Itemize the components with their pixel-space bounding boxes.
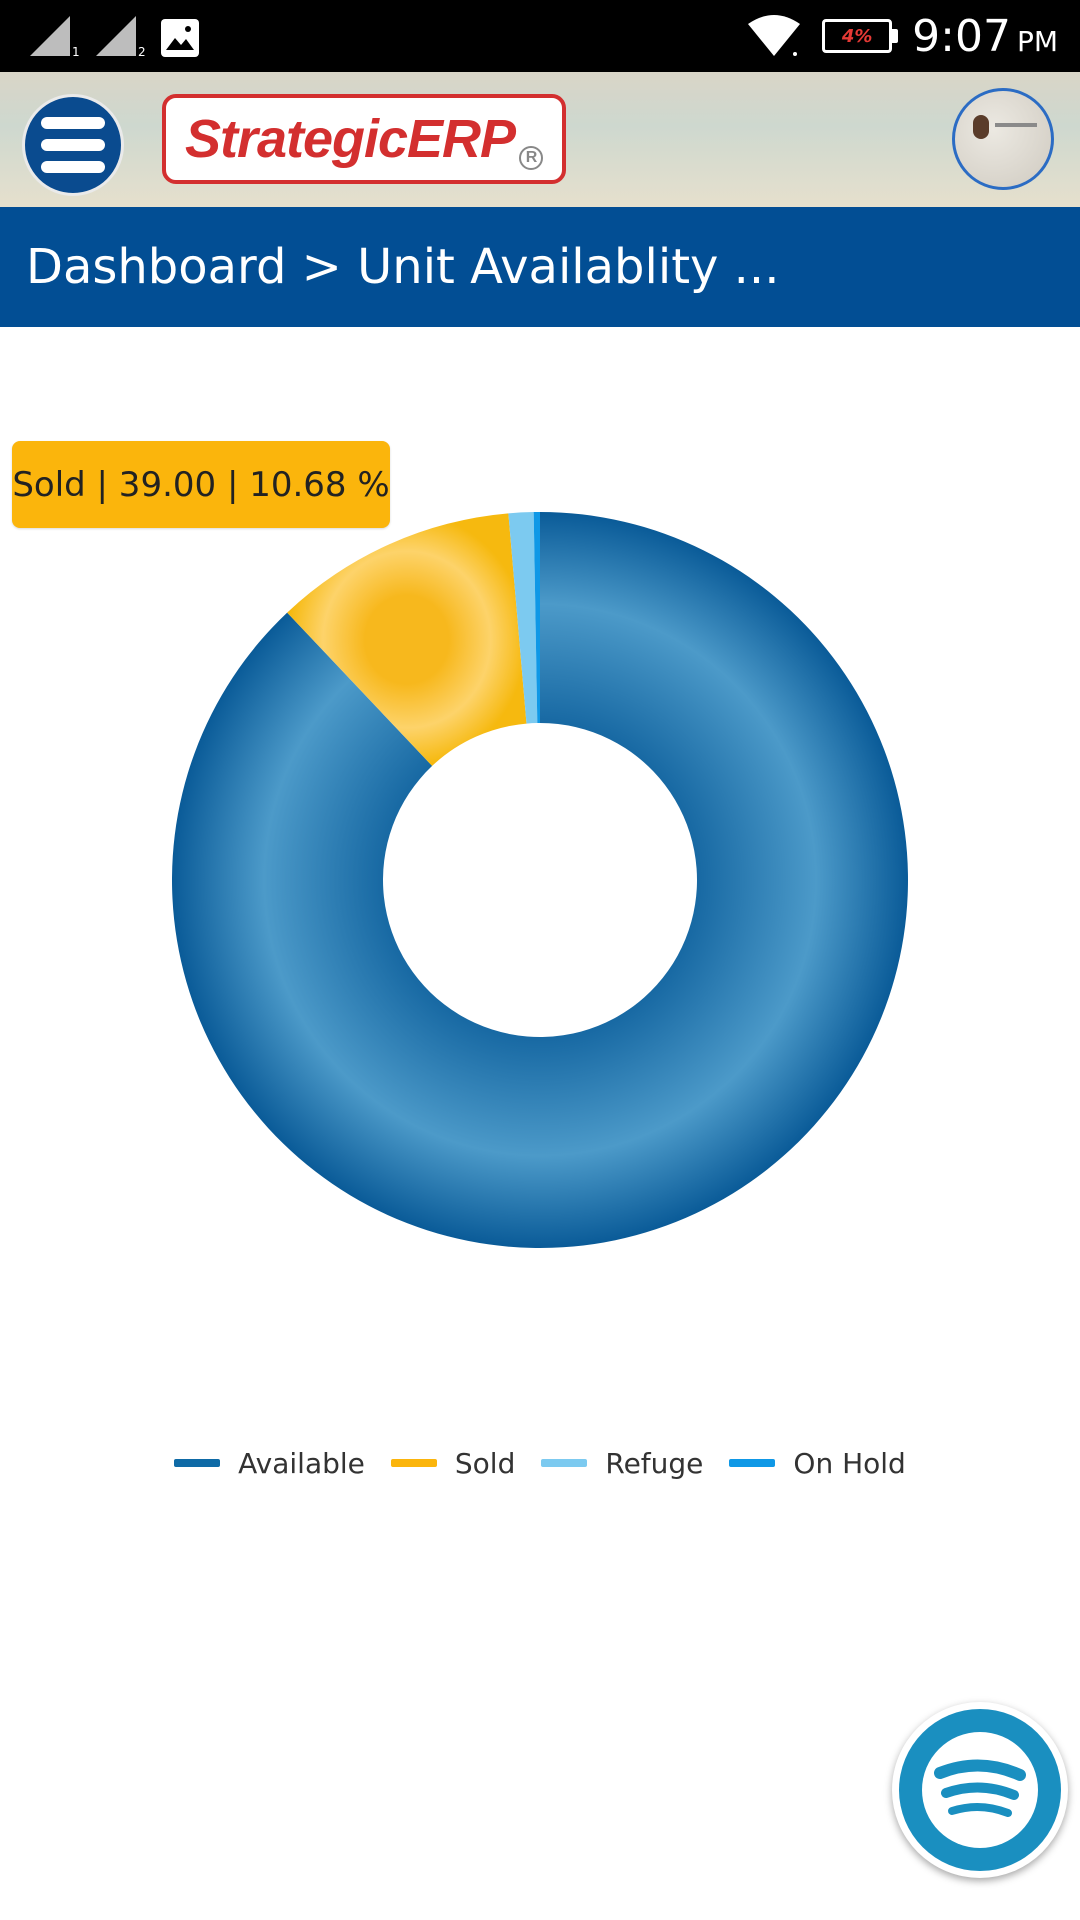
status-left: 1 2 (28, 14, 200, 58)
wifi-icon (748, 15, 801, 56)
donut-slice-available[interactable] (171, 512, 908, 1248)
legend-item-refuge[interactable]: Refuge (541, 1447, 703, 1480)
floating-music-button[interactable] (892, 1702, 1068, 1878)
hamburger-icon (41, 117, 105, 129)
unit-availability-donut-chart[interactable] (170, 510, 910, 1250)
signal-sim2-icon: 2 (96, 16, 146, 58)
legend-label: Available (238, 1446, 365, 1480)
menu-button[interactable] (22, 94, 124, 196)
legend-swatch-refuge (541, 1459, 588, 1467)
donut-slice-sold[interactable] (287, 513, 527, 766)
gallery-icon (161, 19, 199, 57)
page-title: Dashboard > Unit Availablity ... (26, 239, 780, 295)
legend-label: On Hold (793, 1446, 906, 1480)
clock-time: 9:07 (912, 10, 1011, 62)
battery-icon: 4% (822, 19, 899, 53)
svg-text:2: 2 (138, 45, 146, 58)
spotify-icon (934, 1759, 1026, 1817)
legend-item-available[interactable]: Available (174, 1447, 365, 1480)
status-right: 4% 9:07 PM (746, 10, 1058, 62)
breadcrumb: Dashboard > Unit Availablity ... (0, 207, 1080, 327)
chart-legend: Available Sold Refuge On Hold (0, 1440, 1080, 1486)
battery-level: 4% (841, 25, 873, 47)
svg-text:1: 1 (72, 45, 80, 58)
signal-sim1-icon: 1 (30, 16, 80, 58)
donut-slice-refuge[interactable] (508, 512, 538, 724)
clock-ampm: PM (1016, 24, 1058, 58)
legend-item-sold[interactable]: Sold (390, 1446, 516, 1480)
legend-swatch-on-hold (729, 1459, 776, 1467)
legend-label: Refuge (605, 1446, 704, 1480)
tooltip-text: Sold | 39.00 | 10.68 % (12, 464, 390, 505)
registered-mark: R (519, 146, 544, 170)
clock: 9:07 PM (912, 11, 1058, 62)
legend-label: Sold (454, 1446, 516, 1480)
app-header: StrategicERP R (0, 72, 1080, 207)
logo-text: StrategicERP (184, 109, 516, 169)
legend-swatch-available (174, 1459, 221, 1467)
legend-item-on-hold[interactable]: On Hold (729, 1446, 906, 1480)
chart-tooltip: Sold | 39.00 | 10.68 % (12, 441, 390, 528)
profile-avatar[interactable] (952, 88, 1054, 190)
donut-slice-on-hold[interactable] (533, 512, 540, 724)
app-logo: StrategicERP R (162, 94, 566, 184)
status-bar: 1 2 4% 9:07 PM (0, 0, 1080, 72)
legend-swatch-sold (390, 1459, 437, 1467)
